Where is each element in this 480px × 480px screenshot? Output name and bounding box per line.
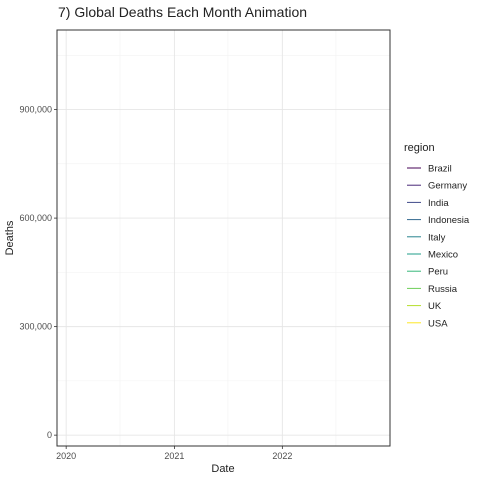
legend-label-peru: Peru xyxy=(428,267,448,278)
legend-label-italy: Italy xyxy=(428,232,446,243)
x-tick-label: 2021 xyxy=(164,451,184,461)
minor-gridlines xyxy=(57,30,390,446)
legend-label-indonesia: Indonesia xyxy=(428,215,470,226)
y-axis-ticks: 0 300,000 600,000 900,000 xyxy=(19,105,57,440)
y-tick-label: 0 xyxy=(47,430,52,440)
y-tick-label: 900,000 xyxy=(19,105,52,115)
y-tick-label: 300,000 xyxy=(19,322,52,332)
x-axis-ticks: 2020 2021 2022 xyxy=(56,446,292,461)
legend-label-mexico: Mexico xyxy=(428,250,458,261)
x-tick-label: 2022 xyxy=(272,451,292,461)
legend-label-russia: Russia xyxy=(428,284,458,295)
legend-label-uk: UK xyxy=(428,301,442,312)
legend-label-germany: Germany xyxy=(428,181,467,192)
legend: region Brazil Germany India Indonesia Italy M… xyxy=(404,142,470,329)
legend-label-india: India xyxy=(428,198,449,209)
x-axis-title: Date xyxy=(211,463,234,475)
legend-title: region xyxy=(404,142,435,154)
chart-title: 7) Global Deaths Each Month Animation xyxy=(58,4,307,20)
y-tick-label: 600,000 xyxy=(19,213,52,223)
plot-panel-border xyxy=(56,29,391,447)
legend-label-brazil: Brazil xyxy=(428,164,452,175)
y-axis-title: Deaths xyxy=(4,220,16,255)
x-tick-label: 2020 xyxy=(56,451,76,461)
legend-label-usa: USA xyxy=(428,318,448,329)
major-gridlines xyxy=(57,30,390,446)
